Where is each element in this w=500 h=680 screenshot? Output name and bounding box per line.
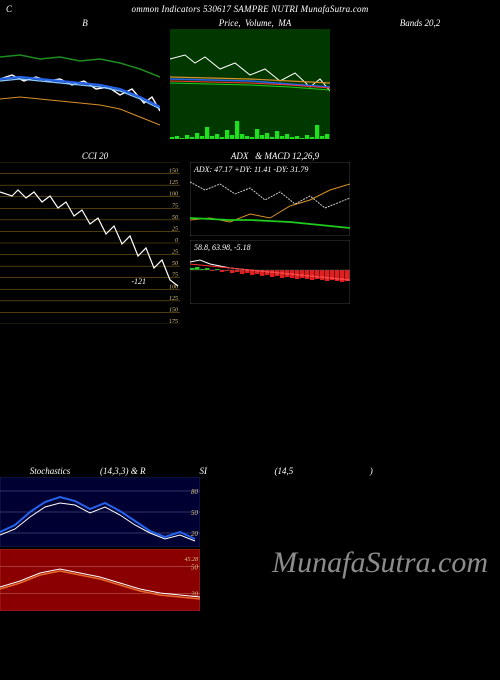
chart-adx: ADX: 47.17 +DY: 11.41 -DY: 31.79 <box>190 162 350 236</box>
panel-b-title: B <box>0 16 170 29</box>
panel-adx-title: ADX & MACD 12,26,9 <box>190 149 360 162</box>
page-header: C ommon Indicators 530617 SAMPRE NUTRI M… <box>0 0 500 16</box>
chart-cci: 1751501251007550250255075100125150175-12… <box>0 162 180 324</box>
svg-text:50: 50 <box>172 261 178 267</box>
chart-b <box>0 29 160 139</box>
svg-text:75: 75 <box>172 203 178 209</box>
svg-text:125: 125 <box>169 180 178 186</box>
svg-text:45.28: 45.28 <box>185 556 199 563</box>
svg-text:150: 150 <box>169 307 178 313</box>
panel-bands-title: Bands 20,2 <box>340 16 500 29</box>
chart-stochastics: 805020 <box>0 477 200 547</box>
svg-text:ADX: 47.17 +DY: 11.41 -DY: 31.: ADX: 47.17 +DY: 11.41 -DY: 31.79 <box>193 165 308 174</box>
row-2: CCI 20 175150125100755025025507510012515… <box>0 149 500 324</box>
panel-price-title: Price, Volume, MA <box>170 16 340 29</box>
svg-text:25: 25 <box>172 226 178 232</box>
header-left: C <box>6 4 12 14</box>
chart-macd: 58.8, 63.98, -5.18 <box>190 240 350 304</box>
stoch-title-right: (14,3,3) & R SI (14,5 ) <box>100 464 500 477</box>
chart-rsi: 502045.28 <box>0 549 200 611</box>
svg-text:100: 100 <box>169 192 178 198</box>
svg-text:175: 175 <box>169 162 178 163</box>
svg-text:75: 75 <box>172 273 178 279</box>
panel-bands: Bands 20,2 <box>340 16 500 139</box>
svg-text:125: 125 <box>169 296 178 302</box>
header-center: ommon Indicators 530617 SAMPRE NUTRI Mun… <box>132 4 369 14</box>
svg-text:25: 25 <box>172 250 178 256</box>
stoch-title-left: Stochastics <box>0 464 100 477</box>
panel-cci: CCI 20 175150125100755025025507510012515… <box>0 149 190 324</box>
row-3: 805020 502045.28 <box>0 477 500 611</box>
panel-cci-title: CCI 20 <box>0 149 190 162</box>
svg-text:0: 0 <box>175 238 178 244</box>
svg-text:80: 80 <box>191 488 199 496</box>
row-3-titles: Stochastics (14,3,3) & R SI (14,5 ) <box>0 464 500 477</box>
svg-text:50: 50 <box>191 564 199 572</box>
svg-text:175: 175 <box>169 319 178 324</box>
svg-text:-121: -121 <box>131 277 146 286</box>
row-1: B Price, Volume, MA Bands 20,2 <box>0 16 500 139</box>
panel-b: B <box>0 16 170 139</box>
svg-text:50: 50 <box>191 509 199 517</box>
svg-text:50: 50 <box>172 215 178 221</box>
panel-adx-macd: ADX & MACD 12,26,9 ADX: 47.17 +DY: 11.41… <box>190 149 360 324</box>
panel-price: Price, Volume, MA <box>170 16 340 139</box>
chart-price <box>170 29 330 139</box>
svg-text:58.8, 63.98, -5.18: 58.8, 63.98, -5.18 <box>194 243 251 252</box>
svg-text:150: 150 <box>169 169 178 175</box>
spacer <box>0 324 500 464</box>
